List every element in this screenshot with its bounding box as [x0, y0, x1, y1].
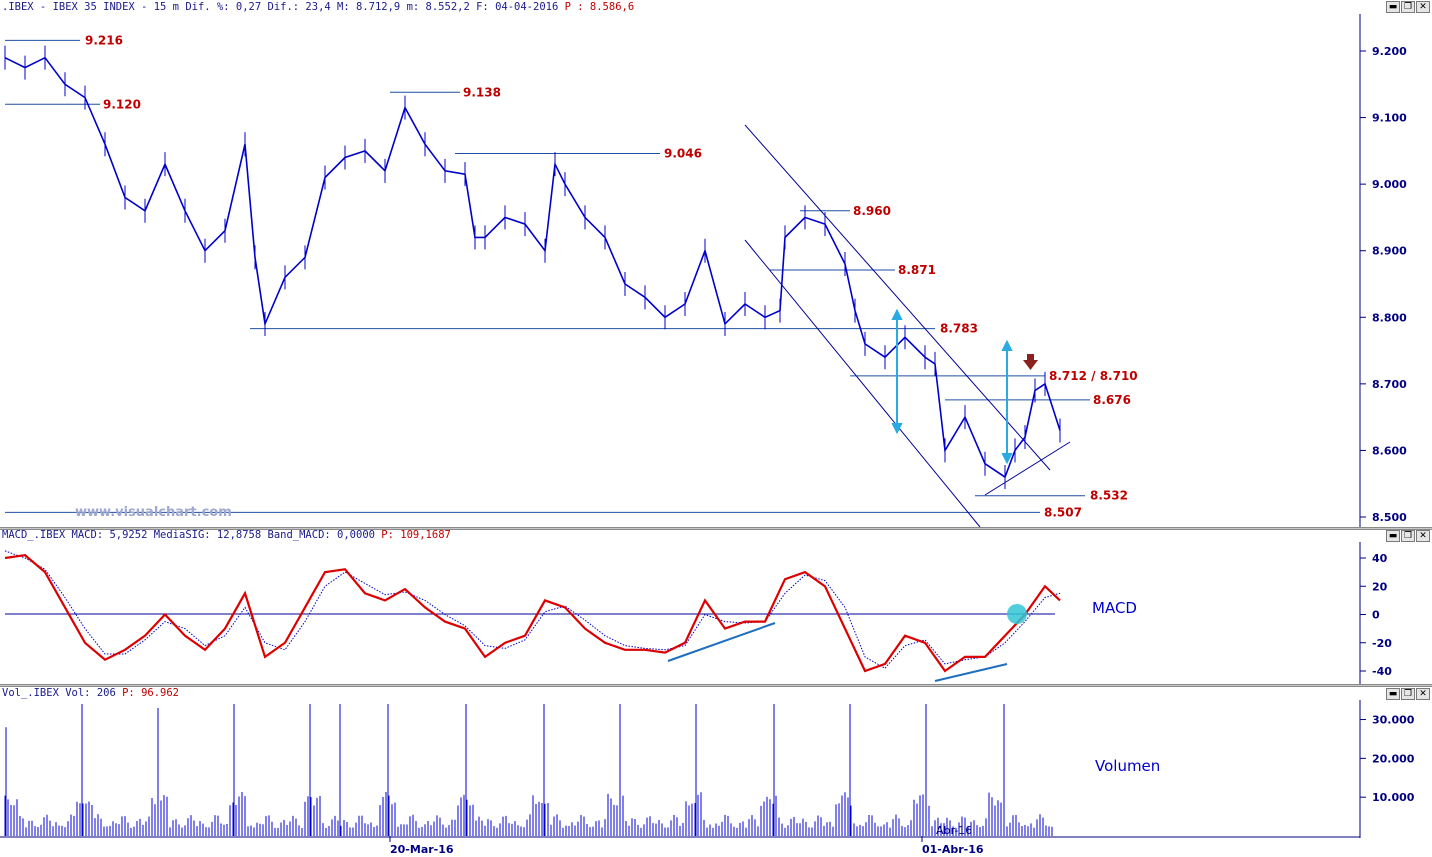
price-panel-window-buttons: ▬ ❐ ✕	[1386, 1, 1430, 13]
price-level-label: 9.120	[103, 97, 141, 111]
sell-signal-arrow-icon	[1023, 354, 1038, 370]
watermark: www.visualchart.com	[75, 505, 232, 520]
volume-title: Volumen	[1095, 757, 1160, 775]
x-axis-date-label: 20-Mar-16	[390, 843, 454, 856]
macd-panel-last-value: P: 109,1687	[381, 529, 451, 541]
price-level-label: 8.871	[898, 263, 936, 277]
volume-panel-header: Vol_.IBEX Vol: 206 P: 96.962	[0, 686, 179, 700]
volume-axis-tick-label: 10.000	[1372, 791, 1415, 804]
volume-panel-header-text: Vol_.IBEX Vol: 206	[2, 687, 123, 699]
macd-divergence-line-2	[934, 663, 1008, 682]
macd-chart[interactable]: 40 20 0 -20 -40 MACD	[0, 542, 1432, 686]
price-axis-tick-label: 8.800	[1372, 311, 1407, 324]
volume-date-marker: Abr-16	[936, 824, 972, 837]
price-chart[interactable]: 9.200 9.100 9.000 8.900 8.800 8.700 8.600 8.500…	[0, 14, 1432, 529]
price-level-label: 9.216	[85, 33, 123, 47]
price-axis-tick-label: 9.200	[1372, 45, 1407, 58]
price-level-label: 8.783	[940, 322, 978, 336]
macd-panel-header: MACD_.IBEX MACD: 5,9252 MediaSIG: 12,875…	[0, 528, 451, 542]
macd-panel-header-text: MACD_.IBEX MACD: 5,9252 MediaSIG: 12,875…	[2, 529, 382, 541]
price-axis-tick-label: 8.700	[1372, 378, 1407, 391]
price-panel-header: .IBEX - IBEX 35 INDEX - 15 m Dif. %: 0,2…	[0, 0, 634, 14]
restore-icon[interactable]: ❐	[1401, 1, 1415, 13]
price-level-label: 9.138	[463, 85, 501, 99]
price-level-label: 8.960	[853, 204, 891, 218]
restore-icon[interactable]: ❐	[1401, 530, 1415, 542]
panel-separator[interactable]	[0, 684, 1432, 687]
panel-separator[interactable]	[0, 527, 1432, 530]
price-series-line	[4, 56, 1061, 479]
channel-lower-line	[744, 239, 981, 528]
price-level-label: 9.046	[664, 147, 702, 161]
measure-arrow-right	[1001, 339, 1013, 465]
support-trendline	[984, 441, 1071, 496]
macd-signal-line	[4, 550, 1061, 669]
price-panel-header-text: .IBEX - IBEX 35 INDEX - 15 m Dif. %: 0,2…	[2, 1, 565, 13]
macd-axis-tick-label: -20	[1372, 637, 1392, 650]
price-level-label: 8.712 / 8.710	[1049, 369, 1138, 383]
price-level-label: 8.532	[1090, 489, 1128, 503]
volume-axis-tick-label: 20.000	[1372, 752, 1415, 765]
minimize-icon[interactable]: ▬	[1386, 1, 1400, 13]
close-icon[interactable]: ✕	[1416, 530, 1430, 542]
channel-upper-line	[744, 124, 1051, 471]
price-axis-tick-label: 8.600	[1372, 444, 1407, 457]
macd-line	[4, 554, 1061, 673]
close-icon[interactable]: ✕	[1416, 688, 1430, 700]
volume-axis-tick-label: 30.000	[1372, 714, 1415, 727]
macd-axis-tick-label: 40	[1372, 552, 1388, 565]
volume-chart[interactable]: 30.000 20.000 10.000 Volumen Abr-16 20-Mar…	[0, 700, 1432, 857]
price-level-label: 8.507	[1044, 505, 1082, 519]
price-level-label: 8.676	[1093, 393, 1131, 407]
volume-panel-window-buttons: ▬ ❐ ✕	[1386, 688, 1430, 700]
price-axis-tick-label: 8.900	[1372, 245, 1407, 258]
macd-cross-marker	[1007, 604, 1027, 624]
volume-panel-last-value: P: 96.962	[122, 687, 180, 699]
restore-icon[interactable]: ❐	[1401, 688, 1415, 700]
minimize-icon[interactable]: ▬	[1386, 688, 1400, 700]
x-axis-date-label: 01-Abr-16	[922, 843, 984, 856]
minimize-icon[interactable]: ▬	[1386, 530, 1400, 542]
macd-axis-tick-label: 0	[1372, 609, 1380, 622]
macd-title: MACD	[1092, 599, 1137, 617]
close-icon[interactable]: ✕	[1416, 1, 1430, 13]
price-axis-tick-label: 9.000	[1372, 178, 1407, 191]
price-axis-tick-label: 9.100	[1372, 112, 1407, 125]
measure-arrow-left	[891, 308, 903, 435]
macd-divergence-line-1	[667, 622, 776, 662]
macd-axis-tick-label: 20	[1372, 580, 1388, 593]
macd-panel-window-buttons: ▬ ❐ ✕	[1386, 530, 1430, 542]
macd-axis-tick-label: -40	[1372, 665, 1392, 678]
price-panel-last-price: P : 8.586,6	[564, 1, 635, 13]
price-axis-tick-label: 8.500	[1372, 511, 1407, 524]
